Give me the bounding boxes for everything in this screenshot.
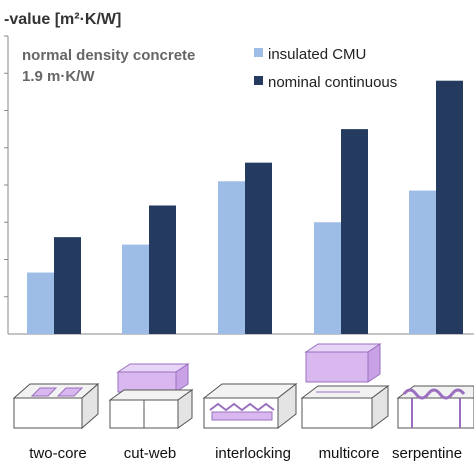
chart-subtitle-line1: normal density concrete [22,47,195,64]
category-label-interlocking: interlocking [215,445,291,462]
bar-group [27,80,463,334]
bar-insulated-cut-web [122,244,149,334]
legend-label-nominal: nominal continuous [268,74,397,91]
cut-web-block-icon [108,363,194,429]
bar-nominal-cut-web [149,205,176,334]
bar-insulated-interlocking [218,181,245,334]
bar-insulated-serpentine [409,190,436,334]
bar-insulated-two-core [27,272,54,334]
legend-swatch-nominal [254,76,263,85]
block-illustrations [12,343,474,430]
multicore-block-icon [300,343,390,429]
bar-nominal-multicore [341,129,368,334]
legend-swatch-insulated [254,48,263,57]
category-label-multicore: multicore [319,445,380,462]
bar-nominal-two-core [54,237,81,334]
legend: insulated CMU nominal continuous [254,46,397,91]
y-axis-ticks [4,35,8,298]
interlocking-block-icon [202,382,298,430]
bar-insulated-multicore [314,222,341,334]
legend-label-insulated: insulated CMU [268,46,366,63]
bar-nominal-serpentine [436,80,463,334]
category-label-serpentine: serpentine [392,445,462,462]
chart-title: -value [m²·K/W] [4,11,121,28]
bar-nominal-interlocking [245,162,272,334]
serpentine-block-icon [396,385,474,429]
chart-subtitle-line2: 1.9 m·K/W [22,68,95,85]
two-core-block-icon [12,382,100,430]
category-label-cut-web: cut-web [124,445,177,462]
category-label-two-core: two-core [29,445,87,462]
